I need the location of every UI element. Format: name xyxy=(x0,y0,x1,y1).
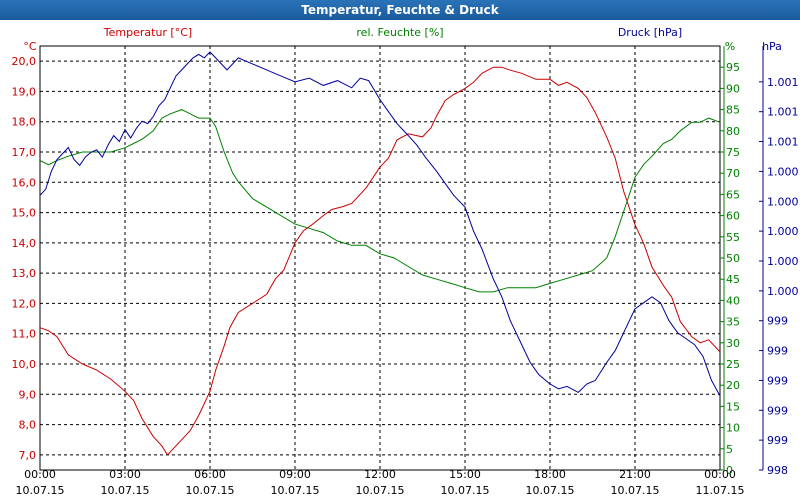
x-tick-time: 18:00 xyxy=(534,468,566,481)
temperature-axis-title: Temperatur [°C] xyxy=(103,26,192,39)
temperature-tick-label: 14,0 xyxy=(12,237,37,250)
humidity-tick-label: 20 xyxy=(726,379,740,392)
x-tick-date: 10.07.15 xyxy=(356,484,405,497)
temperature-tick-label: 19,0 xyxy=(12,85,37,98)
pressure-tick-label: 1.001 xyxy=(767,106,799,119)
humidity-tick-label: 60 xyxy=(726,210,740,223)
temperature-tick-label: 17,0 xyxy=(12,146,37,159)
series-line-humidity xyxy=(39,109,721,293)
pressure-tick-label: 1.000 xyxy=(767,195,799,208)
humidity-tick-label: 10 xyxy=(726,422,740,435)
humidity-tick-label: 50 xyxy=(726,252,740,265)
pressure-tick-label: 999 xyxy=(767,434,788,447)
series-group xyxy=(39,51,721,456)
x-tick-time: 21:00 xyxy=(619,468,651,481)
humidity-tick-label: 5 xyxy=(726,443,733,456)
humidity-tick-label: 35 xyxy=(726,316,740,329)
x-tick-date: 10.07.15 xyxy=(611,484,660,497)
humidity-tick-label: 45 xyxy=(726,273,740,286)
humidity-tick-label: 95 xyxy=(726,61,740,74)
x-tick-time: 00:00 xyxy=(704,468,736,481)
x-tick-date: 10.07.15 xyxy=(271,484,320,497)
temperature-tick-label: 18,0 xyxy=(12,116,37,129)
grid xyxy=(40,46,720,470)
pressure-tick-label: 1.000 xyxy=(767,285,799,298)
chart-title: Temperatur, Feuchte & Druck xyxy=(0,0,800,20)
x-tick-time: 00:00 xyxy=(24,468,56,481)
humidity-tick-label: 25 xyxy=(726,358,740,371)
temperature-tick-label: 16,0 xyxy=(12,176,37,189)
humidity-axis-title: rel. Feuchte [%] xyxy=(356,26,443,39)
pressure-tick-label: 999 xyxy=(767,404,788,417)
humidity-tick-label: 40 xyxy=(726,294,740,307)
x-tick-time: 09:00 xyxy=(279,468,311,481)
series-line-pressure xyxy=(39,51,721,397)
x-tick-time: 03:00 xyxy=(109,468,141,481)
humidity-tick-label: 70 xyxy=(726,167,740,180)
temperature-tick-label: 13,0 xyxy=(12,267,37,280)
temperature-unit-label: °C xyxy=(23,40,37,53)
x-tick-time: 06:00 xyxy=(194,468,226,481)
pressure-tick-label: 1.001 xyxy=(767,136,799,149)
x-tick-date: 10.07.15 xyxy=(16,484,65,497)
x-tick-time: 12:00 xyxy=(364,468,396,481)
humidity-tick-label: 85 xyxy=(726,104,740,117)
x-tick-time: 15:00 xyxy=(449,468,481,481)
chart-canvas: 00:00 10.07.15 03:00 10.07.15 06:00 10.07.15 0… xyxy=(12,26,799,497)
temperature-tick-label: 10,0 xyxy=(12,358,37,371)
temperature-tick-label: 12,0 xyxy=(12,297,37,310)
humidity-tick-label: 90 xyxy=(726,82,740,95)
temperature-tick-label: 11,0 xyxy=(12,328,37,341)
humidity-tick-label: 15 xyxy=(726,400,740,413)
pressure-tick-label: 1.000 xyxy=(767,165,799,178)
pressure-axis-title: Druck [hPa] xyxy=(618,26,682,39)
humidity-tick-label: 30 xyxy=(726,337,740,350)
pressure-tick-label: 1.001 xyxy=(767,76,799,89)
pressure-tick-label: 999 xyxy=(767,374,788,387)
humidity-tick-label: 65 xyxy=(726,188,740,201)
temperature-tick-label: 8,0 xyxy=(19,419,37,432)
humidity-tick-label: 75 xyxy=(726,146,740,159)
x-tick-date: 10.07.15 xyxy=(526,484,575,497)
x-tick-date: 11.07.15 xyxy=(696,484,745,497)
x-tick-date: 10.07.15 xyxy=(441,484,490,497)
humidity-unit-label: % xyxy=(725,40,735,53)
pressure-tick-label: 1.000 xyxy=(767,255,799,268)
humidity-tick-label: 80 xyxy=(726,125,740,138)
x-tick-date: 10.07.15 xyxy=(101,484,150,497)
pressure-unit-label: hPa xyxy=(762,40,782,53)
pressure-tick-label: 999 xyxy=(767,315,788,328)
x-tick-date: 10.07.15 xyxy=(186,484,235,497)
temperature-tick-label: 20,0 xyxy=(12,55,37,68)
humidity-tick-label: 55 xyxy=(726,231,740,244)
series-line-temperature xyxy=(39,66,721,456)
axes: 00:00 10.07.15 03:00 10.07.15 06:00 10.07.15 0… xyxy=(12,46,799,497)
temperature-tick-label: 7,0 xyxy=(19,449,37,462)
pressure-tick-label: 998 xyxy=(767,464,788,477)
humidity-tick-label: 0 xyxy=(726,464,733,477)
pressure-tick-label: 999 xyxy=(767,345,788,358)
temperature-tick-label: 15,0 xyxy=(12,207,37,220)
temperature-tick-label: 9,0 xyxy=(19,388,37,401)
pressure-tick-label: 1.000 xyxy=(767,225,799,238)
